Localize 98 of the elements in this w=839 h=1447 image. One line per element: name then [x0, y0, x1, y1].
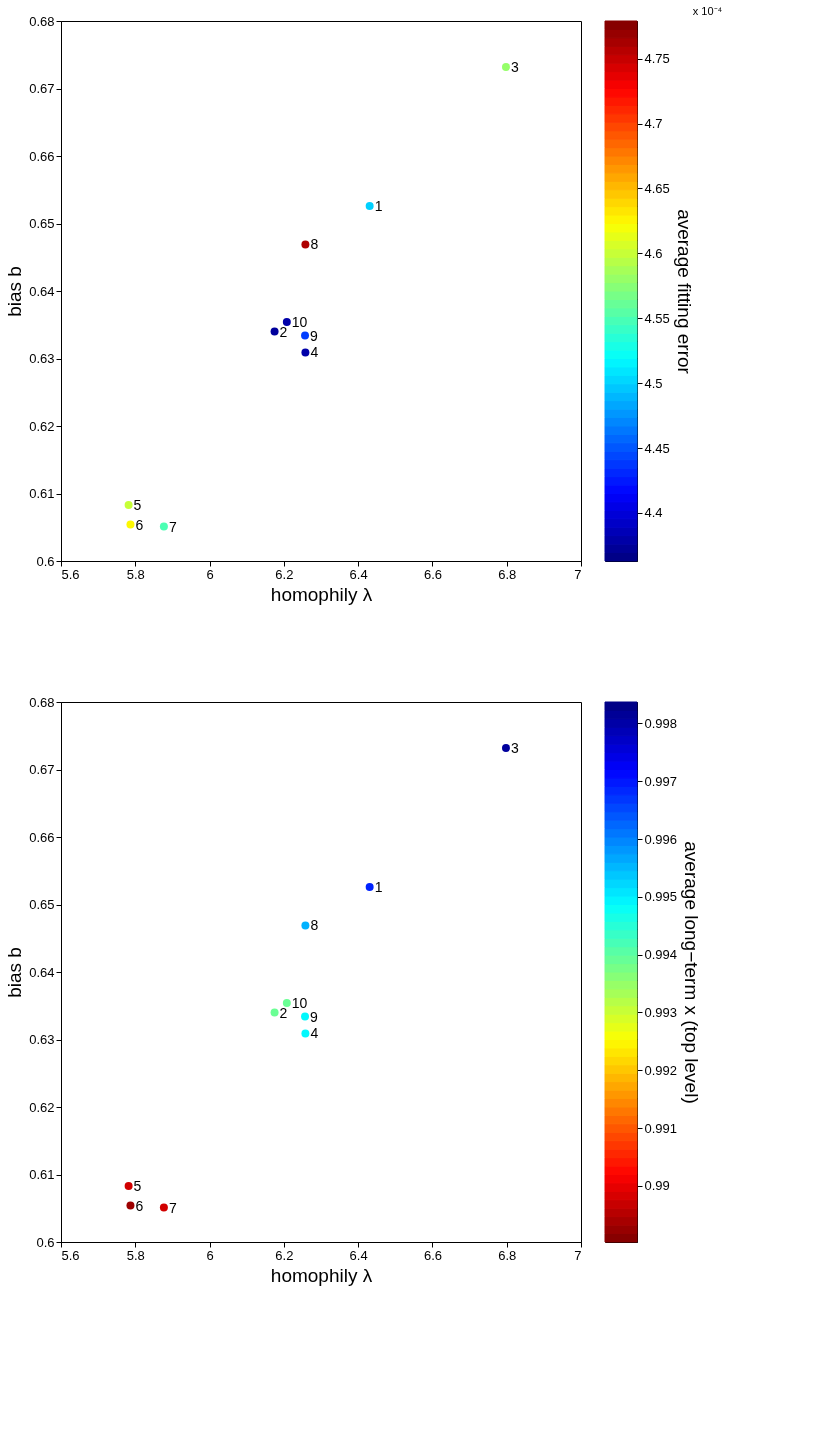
y-tick-label: 0.67: [29, 762, 55, 777]
y-tick-label: 0.62: [29, 418, 55, 434]
annotation: 4: [310, 344, 319, 361]
y-tick-label: 0.61: [29, 1167, 55, 1182]
color-bar-label: 4.65: [644, 180, 670, 196]
point: [282, 999, 291, 1008]
point: [501, 62, 510, 71]
color-bar-label: 0.994: [644, 947, 678, 963]
y-tick-label: 0.68: [29, 694, 55, 710]
point: [301, 331, 310, 340]
point: [365, 201, 374, 210]
y-tick-label: 0.63: [29, 1032, 55, 1047]
x-tick-label: 6.6: [423, 566, 442, 582]
color-bar-label: 0.997: [644, 773, 678, 789]
y-tick-label: 0.68: [29, 13, 55, 29]
point: [159, 522, 168, 531]
annotation: 8: [310, 236, 319, 253]
annotation: 2: [279, 1004, 288, 1021]
color-bar-title: average fitting error: [673, 209, 695, 375]
color-bar-label: 4.5: [644, 375, 663, 391]
color-bar-label: 0.995: [644, 889, 678, 905]
annotation: 1: [374, 878, 383, 895]
color-bar-title: average long−term x (top level): [681, 841, 703, 1104]
x-tick-label: 6.8: [498, 1247, 517, 1263]
point: [301, 240, 310, 249]
y-tick-label: 0.61: [29, 486, 55, 501]
point: [501, 743, 510, 752]
color-bar-label: 4.6: [644, 245, 663, 261]
y-tick-label: 0.66: [29, 148, 55, 164]
x-tick-label: 7: [574, 566, 582, 582]
color-bar-label: 4.45: [644, 440, 670, 456]
annotation: 6: [135, 516, 144, 533]
x-tick-label: 6.8: [498, 566, 517, 582]
color-bar-label: 0.99: [644, 1178, 670, 1194]
x-tick-label: 6.2: [275, 1247, 294, 1263]
annotation: 10: [291, 314, 308, 331]
annotation: 3: [510, 739, 519, 756]
annotation: 7: [168, 1199, 177, 1216]
point: [270, 327, 279, 336]
point: [124, 1181, 133, 1190]
annotation: 10: [291, 995, 308, 1012]
x-tick-label: 7: [574, 1247, 582, 1263]
annotation: 5: [133, 496, 142, 513]
y-tick-label: 0.64: [29, 964, 55, 980]
annotation: 2: [279, 323, 288, 340]
color-bar-label: 4.4: [644, 505, 663, 521]
point: [365, 882, 374, 891]
y-tick-label: 0.6: [36, 553, 55, 569]
x-tick-label: 5.6: [61, 1247, 80, 1263]
annotation: 9: [310, 327, 319, 344]
color-bar-label: 4.55: [644, 310, 670, 326]
y-tick-label: 0.64: [29, 283, 55, 299]
point: [282, 318, 291, 327]
point: [126, 1201, 135, 1210]
annotation: 6: [135, 1197, 144, 1214]
y-axis-title: bias b: [4, 947, 26, 998]
y-tick-label: 0.67: [29, 81, 55, 96]
x-axis-title: homophily λ: [270, 1264, 373, 1286]
color-bar-label: 0.991: [644, 1120, 678, 1136]
x-tick-label: 6.6: [423, 1247, 442, 1263]
y-tick-label: 0.66: [29, 829, 55, 845]
point: [159, 1203, 168, 1212]
point: [126, 520, 135, 529]
y-tick-label: 0.65: [29, 216, 55, 231]
x-tick-label: 6.4: [349, 566, 368, 582]
x-tick-label: 6.2: [275, 566, 294, 582]
annotation: 5: [133, 1177, 142, 1194]
annotation: 7: [168, 518, 177, 535]
y-tick-label: 0.63: [29, 351, 55, 366]
y-tick-label: 0.6: [36, 1234, 55, 1250]
annotation: 9: [310, 1008, 319, 1025]
text: x 10⁻⁴: [692, 4, 723, 17]
x-tick-label: 5.8: [126, 566, 145, 582]
color-bar-label: 0.996: [644, 831, 678, 847]
point: [301, 348, 310, 357]
x-tick-label: 6.4: [349, 1247, 368, 1263]
color-bar-label: 0.993: [644, 1004, 678, 1020]
color-bar-label: 4.75: [644, 51, 670, 67]
point: [301, 1012, 310, 1021]
x-axis-title: homophily λ: [270, 583, 373, 605]
color-bar-label: 4.7: [644, 116, 663, 132]
annotation: 1: [374, 197, 383, 214]
y-tick-label: 0.65: [29, 897, 55, 912]
color-bar-label: 0.998: [644, 715, 678, 731]
x-tick-label: 5.6: [61, 566, 80, 582]
point: [270, 1008, 279, 1017]
y-axis-title: bias b: [4, 266, 26, 317]
point: [301, 1029, 310, 1038]
point: [301, 921, 310, 930]
point: [124, 500, 133, 509]
annotation: 4: [310, 1025, 319, 1042]
annotation: 3: [510, 58, 519, 75]
x-tick-label: 6: [206, 1247, 214, 1263]
x-tick-label: 5.8: [126, 1247, 145, 1263]
y-tick-label: 0.62: [29, 1099, 55, 1115]
color-bar-label: 0.992: [644, 1062, 678, 1078]
annotation: 8: [310, 917, 319, 934]
x-tick-label: 6: [206, 566, 214, 582]
